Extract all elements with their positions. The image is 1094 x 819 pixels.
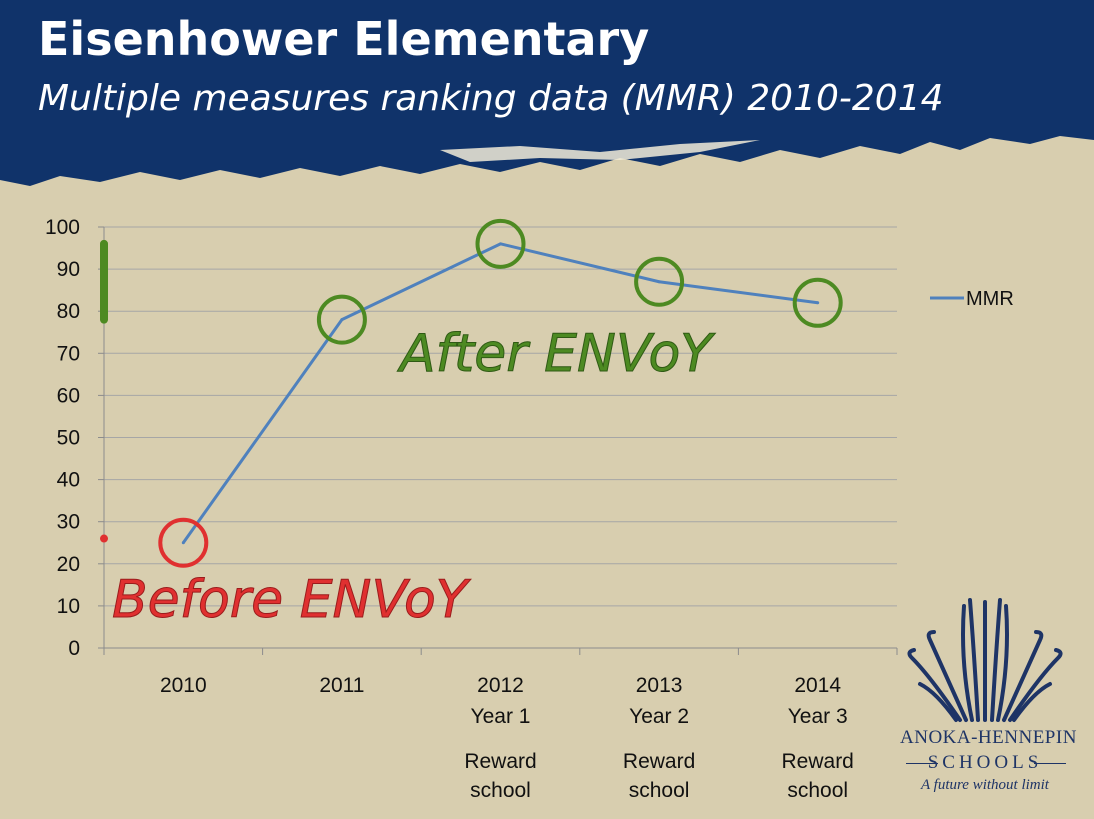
x-tick-label: 2010 [160,674,207,697]
logo-tagline: A future without limit [921,777,1049,793]
y-tick-label: 40 [57,469,80,492]
highlight-circle-after [316,294,367,345]
series-line-mmr [182,242,818,544]
x-tick-label: 2012 [477,674,524,697]
x-tick-label: Year 1 [471,705,531,728]
highlight-circle-after [475,218,526,269]
before-dot [100,534,108,543]
x-tick-label: 2013 [636,674,683,697]
header-torn-edge [0,0,1094,186]
logo-schools-word: SCHOOLS [927,752,1043,773]
series-point [340,318,344,322]
y-tick-label: 20 [57,553,80,576]
highlight-circle-before [158,517,209,568]
x-tick-label: 2011 [319,674,364,697]
logo-fountain-icon [907,598,1063,722]
annotation-before-envoy: Before ENVoY [112,570,472,630]
series-point [499,242,502,246]
category-note-label: school [787,779,848,802]
logo-district-name: ANOKA-HENNEPIN [900,727,1077,748]
series-point [816,301,820,305]
category-note-label: school [470,779,531,802]
y-tick-label: 100 [45,216,80,239]
x-tick-label: Year 2 [629,705,689,728]
highlight-circle-after [634,256,685,307]
y-tick-label: 90 [57,258,80,281]
series-point [181,541,185,545]
category-note-label: Reward [782,750,854,773]
y-tick-label: 60 [57,384,80,407]
logo-rule-right [1034,763,1066,764]
x-tick-label: Year 3 [788,705,848,728]
y-tick-label: 80 [57,300,80,323]
annotation-after-envoy: After ENVoY [397,324,716,384]
y-tick-label: 10 [57,595,80,618]
category-note-label: Reward [464,750,536,773]
district-logo: ANOKA-HENNEPIN SCHOOLS A future without … [900,592,1080,807]
header-band [0,0,1094,186]
logo-rule-left [906,763,938,764]
highlight-circle-after [792,277,843,328]
legend-label-mmr: MMR [966,288,1014,310]
category-note-label: school [629,779,690,802]
y-tick-label: 0 [68,637,80,660]
category-note-label: Reward [623,750,695,773]
page-title: Eisenhower Elementary [38,12,650,66]
header-torn-fleck [440,140,760,162]
x-tick-label: 2014 [794,674,841,697]
y-tick-label: 50 [57,427,80,450]
series-point [657,280,661,284]
page-subtitle: Multiple measures ranking data (MMR) 201… [38,78,944,119]
y-tick-label: 70 [57,342,80,365]
y-tick-label: 30 [57,511,80,534]
